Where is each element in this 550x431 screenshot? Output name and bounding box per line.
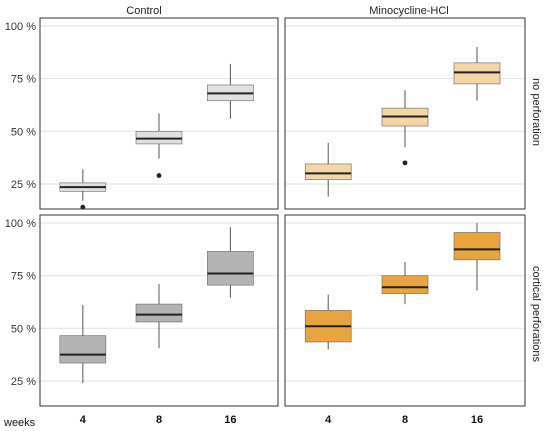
box-8-weeks: [135, 113, 183, 178]
box-4-weeks: [304, 294, 352, 350]
panel-border: [39, 214, 279, 407]
y-tick-label: 75 %: [11, 271, 36, 283]
x-tick-label: 8: [156, 414, 162, 426]
x-tick-label: 16: [471, 414, 483, 426]
box-iqr: [304, 163, 352, 181]
y-tick-label: 50 %: [11, 323, 36, 335]
panel-border: [284, 17, 526, 210]
box-16-weeks: [207, 63, 254, 119]
row-header-no-perforation: no perforation: [530, 78, 542, 146]
y-tick-label: 100 %: [5, 218, 36, 230]
panel-0-0: 25 % 50 % 75 % 100 %: [5, 17, 279, 210]
panel-border: [39, 17, 279, 210]
panel-border: [284, 214, 526, 407]
outlier-point: [80, 204, 86, 210]
panels-layer: 25 % 50 % 75 % 100 % 25 % 50 % 75 % 100 % 4 8 16 4 8…: [5, 17, 526, 426]
box-iqr: [135, 130, 183, 145]
y-tick-label: 75 %: [11, 74, 36, 86]
box-16-weeks: [207, 227, 254, 298]
panel-1-1: 4 8 16: [284, 214, 526, 426]
box-iqr: [135, 303, 183, 323]
x-tick-label: 8: [402, 414, 408, 426]
y-tick-label: 25 %: [11, 179, 36, 191]
box-iqr: [453, 232, 501, 261]
panel-0-1: [284, 17, 526, 210]
y-tick-label: 100 %: [5, 21, 36, 33]
box-16-weeks: [453, 223, 501, 291]
box-iqr: [59, 335, 107, 364]
y-tick-label: 25 %: [11, 376, 36, 388]
x-axis-title: weeks: [3, 417, 36, 429]
row-header-cortical-perforations: cortical perforations: [530, 266, 542, 362]
box-iqr: [453, 62, 501, 85]
column-header-control: Control: [126, 5, 161, 17]
x-tick-label: 16: [224, 414, 236, 426]
box-iqr: [381, 275, 429, 294]
y-tick-label: 50 %: [11, 126, 36, 138]
box-iqr: [207, 251, 254, 286]
column-header-minocycline: Minocycline-HCl: [369, 5, 448, 17]
box-4-weeks: [304, 142, 352, 197]
box-4-weeks: [59, 169, 107, 210]
box-8-weeks: [381, 90, 429, 166]
panel-1-0: 25 % 50 % 75 % 100 % 4 8 16: [5, 214, 279, 426]
box-8-weeks: [135, 284, 183, 349]
box-8-weeks: [381, 261, 429, 305]
box-4-weeks: [59, 305, 107, 384]
box-16-weeks: [453, 47, 501, 101]
outlier-point: [156, 173, 162, 178]
outlier-point: [402, 160, 408, 166]
x-tick-label: 4: [325, 414, 332, 426]
x-tick-label: 4: [80, 414, 87, 426]
